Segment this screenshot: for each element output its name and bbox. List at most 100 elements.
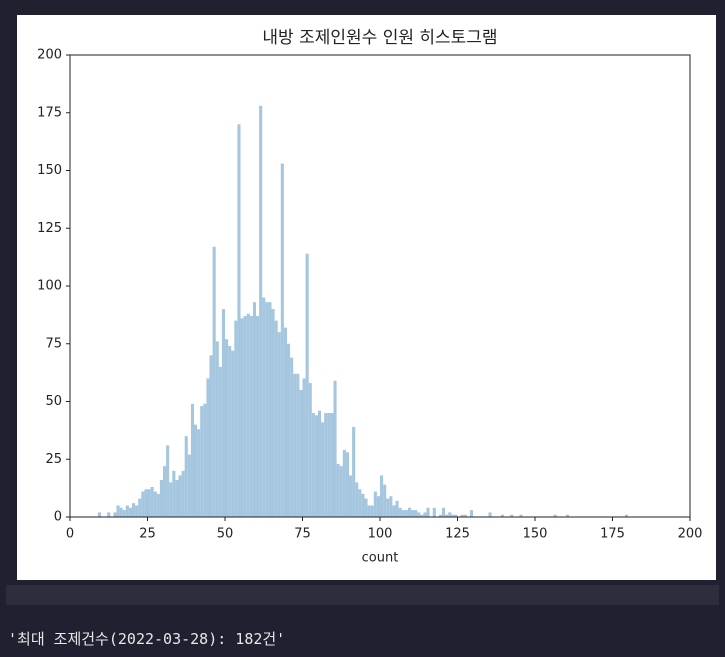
bar xyxy=(221,309,225,517)
chart-background xyxy=(17,15,716,580)
chart-title: 내방 조제인원수 인원 히스토그램 xyxy=(262,28,497,48)
bar xyxy=(166,445,170,517)
bar xyxy=(125,505,129,517)
y-tick-label: 100 xyxy=(37,279,62,294)
x-tick-label: 175 xyxy=(600,527,625,542)
bar xyxy=(169,482,173,517)
bar xyxy=(184,436,188,517)
bar xyxy=(290,357,294,517)
bar xyxy=(138,498,142,517)
bar xyxy=(280,163,284,517)
bar xyxy=(256,316,260,517)
bar xyxy=(448,512,452,517)
bar xyxy=(420,514,424,517)
y-tick-label: 150 xyxy=(37,163,62,178)
bar xyxy=(246,313,250,517)
bar xyxy=(225,339,229,517)
x-tick-label: 0 xyxy=(66,527,74,542)
bar xyxy=(237,124,241,518)
bar xyxy=(262,297,266,517)
bar xyxy=(172,470,176,517)
bar xyxy=(299,389,303,517)
x-tick-label: 125 xyxy=(445,527,470,542)
bar xyxy=(159,480,163,517)
bar xyxy=(345,452,349,517)
x-tick-label: 75 xyxy=(294,527,311,542)
bar xyxy=(308,383,312,517)
bar xyxy=(463,514,467,517)
bar xyxy=(218,366,222,517)
y-tick-label: 200 xyxy=(37,48,62,63)
bar xyxy=(460,514,464,517)
bar xyxy=(153,491,157,517)
bar xyxy=(426,507,430,517)
scrollbar[interactable] xyxy=(6,585,719,605)
bar xyxy=(305,253,309,517)
y-tick-label: 0 xyxy=(54,510,62,525)
bar xyxy=(376,496,380,517)
bar xyxy=(215,341,219,517)
chart: 내방 조제인원수 인원 히스토그램 count 0 25 50 75 100 125 150… xyxy=(17,15,716,580)
bar xyxy=(352,426,356,517)
bar xyxy=(231,350,235,517)
bar xyxy=(386,498,390,517)
x-tick-label: 50 xyxy=(217,527,234,542)
bar xyxy=(349,475,353,517)
bar xyxy=(203,403,207,517)
y-tick-label: 50 xyxy=(45,394,62,409)
bar xyxy=(566,514,570,517)
bar xyxy=(311,413,315,517)
cell-output: '최대 조제건수(2022-03-28): 182건' xyxy=(8,630,286,648)
bar xyxy=(293,373,297,517)
bar xyxy=(259,105,263,517)
bar xyxy=(147,489,151,517)
bar xyxy=(395,500,399,517)
bar xyxy=(274,320,278,517)
bar xyxy=(519,514,523,517)
bar xyxy=(339,466,343,517)
bar xyxy=(249,316,253,517)
bar xyxy=(141,491,145,517)
bar xyxy=(187,454,191,517)
bar xyxy=(392,505,396,517)
bar xyxy=(380,475,384,517)
bar xyxy=(113,512,117,517)
bar xyxy=(132,503,136,517)
bar xyxy=(271,309,275,517)
bar xyxy=(401,510,405,517)
bar xyxy=(438,514,442,517)
bar xyxy=(373,491,377,517)
bar xyxy=(624,514,628,517)
bar xyxy=(200,406,204,517)
bar xyxy=(398,507,402,517)
bar xyxy=(442,507,446,517)
bar xyxy=(212,246,216,518)
bar xyxy=(150,486,154,517)
bar xyxy=(454,514,458,517)
bar xyxy=(330,413,334,517)
bar xyxy=(321,422,325,517)
bar xyxy=(296,373,300,517)
bar xyxy=(265,302,269,517)
x-tick-label: 200 xyxy=(678,527,703,542)
x-axis-label: count xyxy=(362,551,399,566)
bar xyxy=(423,512,427,517)
bar xyxy=(510,514,514,517)
bar xyxy=(156,493,160,517)
y-tick-label: 25 xyxy=(45,452,62,467)
bar xyxy=(445,514,449,517)
bar xyxy=(277,332,281,517)
x-tick-label: 100 xyxy=(368,527,393,542)
bar xyxy=(240,318,244,517)
bar xyxy=(178,475,182,517)
bar xyxy=(432,507,436,517)
bar xyxy=(234,320,238,517)
bar xyxy=(404,510,408,517)
bar xyxy=(175,480,179,517)
bar xyxy=(407,507,411,517)
bar xyxy=(287,343,291,517)
bar xyxy=(197,429,201,517)
bar xyxy=(283,327,287,517)
bar xyxy=(163,466,167,517)
